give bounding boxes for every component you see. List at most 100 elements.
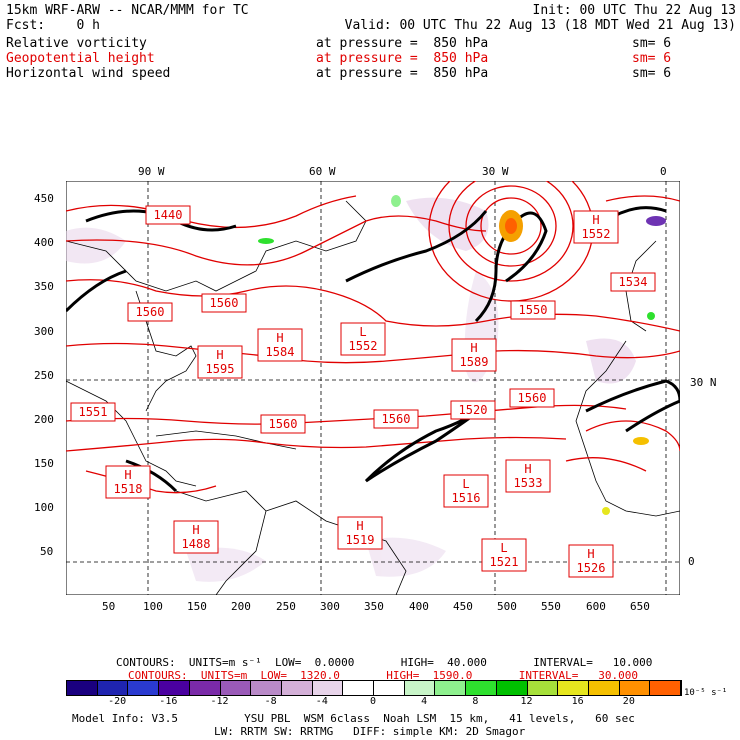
y-tick: 400 xyxy=(34,236,54,249)
height-label-text: 1595 xyxy=(206,362,235,376)
height-label-text: 1551 xyxy=(79,405,108,419)
height-label-text: 1584 xyxy=(266,345,295,359)
lon-label: 90 W xyxy=(138,165,165,178)
height-label: 1551 xyxy=(70,402,116,422)
x-tick: 500 xyxy=(497,600,517,613)
height-label-text: 1519 xyxy=(346,533,375,547)
colorbar xyxy=(66,680,682,696)
colorbar-swatch xyxy=(466,681,497,695)
colorbar-tick: -16 xyxy=(159,696,178,707)
colorbar-swatch xyxy=(650,681,682,695)
field-name: Horizontal wind speed xyxy=(6,66,171,81)
field-name: Relative vorticity xyxy=(6,36,147,51)
colorbar-swatch xyxy=(343,681,375,695)
valid-time: Valid: 00 UTC Thu 22 Aug 13 (18 MDT Wed … xyxy=(344,18,736,33)
y-tick: 450 xyxy=(34,192,54,205)
colorbar-swatch xyxy=(97,681,129,695)
lon-label: 0 xyxy=(660,165,667,178)
colorbar-tick: 12 xyxy=(520,696,533,707)
height-label-text: H xyxy=(192,523,199,537)
x-tick: 100 xyxy=(143,600,163,613)
colorbar-swatch xyxy=(189,681,221,695)
height-label: 1560 xyxy=(201,293,247,313)
height-label-text: H xyxy=(356,519,363,533)
height-label: 1534 xyxy=(610,272,656,292)
init-time: Init: 00 UTC Thu 22 Aug 13 xyxy=(532,3,737,18)
height-label-text: H xyxy=(587,547,594,561)
height-label: 1520 xyxy=(450,400,496,420)
y-tick: 300 xyxy=(34,325,54,338)
colorbar-swatch xyxy=(220,681,252,695)
colorbar-swatch xyxy=(435,681,467,695)
forecast-hour: Fcst: 0 h xyxy=(6,18,100,33)
colorbar-swatch xyxy=(312,681,344,695)
height-label-text: H xyxy=(216,348,223,362)
colorbar-swatch xyxy=(281,681,313,695)
contours-wind: CONTOURS: UNITS=m s⁻¹ LOW= 0.0000 HIGH= … xyxy=(116,656,653,669)
height-label-text: 1521 xyxy=(490,555,519,569)
y-tick: 350 xyxy=(34,280,54,293)
height-label-text: 1520 xyxy=(459,403,488,417)
height-label-text: 1488 xyxy=(182,537,211,551)
height-label-text: H xyxy=(592,213,599,227)
field-name: Geopotential height xyxy=(6,51,155,66)
colorbar-tick: -20 xyxy=(108,696,127,707)
x-tick: 350 xyxy=(364,600,384,613)
height-label-text: H xyxy=(276,331,283,345)
height-label: 1560 xyxy=(127,302,173,322)
colorbar-swatch xyxy=(619,681,651,695)
field-smoothing: sm= 6 xyxy=(632,51,672,66)
field-level: at pressure = 850 hPa xyxy=(316,36,489,51)
height-label-text: 1589 xyxy=(460,355,489,369)
height-label-text: 1560 xyxy=(210,296,239,310)
height-label-text: L xyxy=(462,477,469,491)
x-tick: 200 xyxy=(231,600,251,613)
colorbar-units: 10⁻⁵ s⁻¹ xyxy=(684,688,728,698)
height-label: 1560 xyxy=(260,414,306,434)
colorbar-tick: 0 xyxy=(369,696,377,707)
title-line: 15km WRF-ARW -- NCAR/MMM for TC xyxy=(6,3,249,18)
colorbar-tick: 16 xyxy=(571,696,584,707)
field-level: at pressure = 850 hPa xyxy=(316,66,489,81)
colorbar-labels: -20 -16 -12 -8 -4 0 4 8 12 16 20 xyxy=(66,696,680,708)
field-level: at pressure = 850 hPa xyxy=(316,51,489,66)
height-label-text: L xyxy=(500,541,507,555)
height-label-text: 1560 xyxy=(136,305,165,319)
x-tick: 400 xyxy=(409,600,429,613)
y-tick: 150 xyxy=(34,457,54,470)
colorbar-swatch xyxy=(496,681,528,695)
height-label-text: 1516 xyxy=(452,491,481,505)
colorbar-swatch xyxy=(558,681,589,695)
lat-label: 30 N xyxy=(690,376,717,389)
colorbar-swatch xyxy=(527,681,559,695)
colorbar-tick: -12 xyxy=(210,696,229,707)
colorbar-swatch xyxy=(404,681,436,695)
height-label-text: 1526 xyxy=(577,561,606,575)
colorbar-swatch xyxy=(588,681,620,695)
height-label-text: 1533 xyxy=(514,476,543,490)
x-tick: 650 xyxy=(630,600,650,613)
model-physics: LW: RRTM SW: RRTMG DIFF: simple KM: 2D S… xyxy=(214,725,526,738)
height-label: 1440 xyxy=(145,205,191,225)
y-tick: 250 xyxy=(34,369,54,382)
lat-label: 0 xyxy=(688,555,695,568)
field-smoothing: sm= 6 xyxy=(632,66,672,81)
model-info: Model Info: V3.5 YSU PBL WSM 6class Noah… xyxy=(72,712,635,725)
x-tick: 300 xyxy=(320,600,340,613)
height-label-text: 1534 xyxy=(619,275,648,289)
height-label-text: L xyxy=(359,325,366,339)
field-smoothing: sm= 6 xyxy=(632,36,672,51)
height-label-text: 1560 xyxy=(269,417,298,431)
y-tick: 200 xyxy=(34,413,54,426)
